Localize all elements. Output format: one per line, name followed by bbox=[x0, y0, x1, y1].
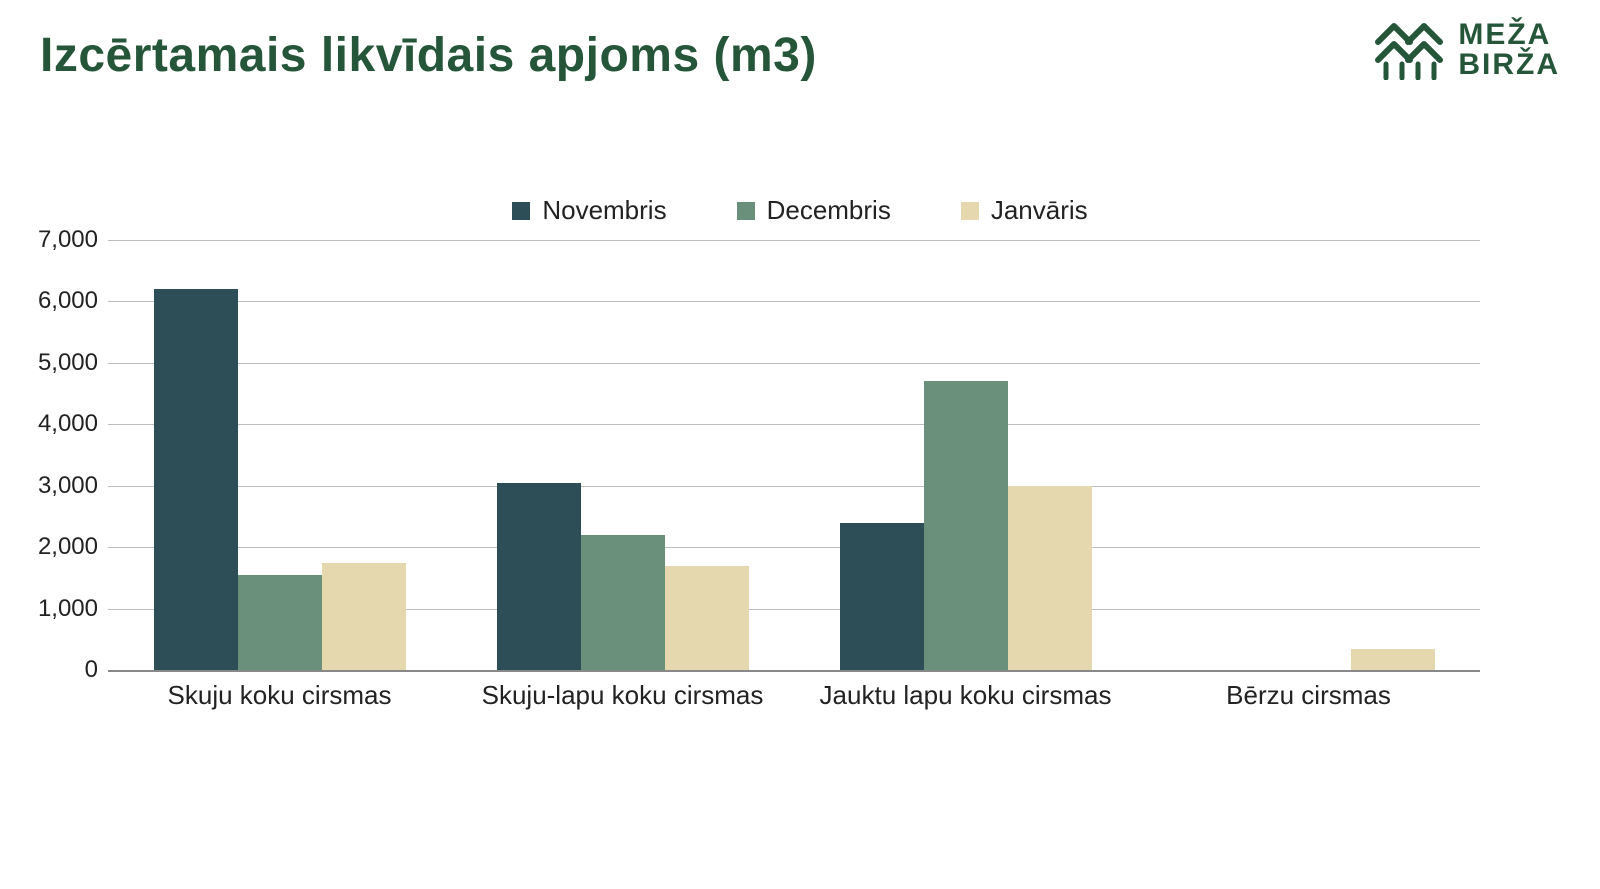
y-tick-label: 4,000 bbox=[38, 410, 98, 438]
logo: MEŽA BIRŽA bbox=[1374, 20, 1560, 80]
legend: Novembris Decembris Janvāris bbox=[0, 195, 1600, 226]
legend-swatch bbox=[961, 202, 979, 220]
logo-line2: BIRŽA bbox=[1458, 50, 1560, 80]
legend-item: Decembris bbox=[737, 195, 891, 226]
y-tick-label: 3,000 bbox=[38, 472, 98, 500]
bar bbox=[840, 523, 924, 670]
bar bbox=[497, 483, 581, 670]
gridline bbox=[108, 240, 1480, 241]
y-tick-label: 0 bbox=[85, 656, 98, 684]
bar-group: Jauktu lapu koku cirsmas bbox=[794, 381, 1137, 670]
bar bbox=[665, 566, 749, 670]
bar bbox=[154, 289, 238, 670]
legend-label: Decembris bbox=[767, 195, 891, 226]
x-tick-label: Skuju koku cirsmas bbox=[168, 680, 392, 711]
bar bbox=[322, 563, 406, 671]
plot-area: 01,0002,0003,0004,0005,0006,0007,000Skuj… bbox=[108, 240, 1480, 672]
bar-group: Skuju-lapu koku cirsmas bbox=[451, 483, 794, 670]
legend-swatch bbox=[512, 202, 530, 220]
bar bbox=[1351, 649, 1435, 671]
page-title: Izcērtamais likvīdais apjoms (m3) bbox=[40, 28, 817, 83]
x-tick-label: Jauktu lapu koku cirsmas bbox=[820, 680, 1112, 711]
page: Izcērtamais likvīdais apjoms (m3) MEŽA B… bbox=[0, 0, 1600, 889]
legend-item: Novembris bbox=[512, 195, 666, 226]
y-tick-label: 2,000 bbox=[38, 533, 98, 561]
bar-group: Skuju koku cirsmas bbox=[108, 289, 451, 670]
bar bbox=[581, 535, 665, 670]
y-tick-label: 7,000 bbox=[38, 226, 98, 254]
legend-label: Janvāris bbox=[991, 195, 1088, 226]
legend-swatch bbox=[737, 202, 755, 220]
chart: 01,0002,0003,0004,0005,0006,0007,000Skuj… bbox=[30, 240, 1480, 710]
y-tick-label: 5,000 bbox=[38, 349, 98, 377]
bar bbox=[924, 381, 1008, 670]
logo-text: MEŽA BIRŽA bbox=[1458, 20, 1560, 80]
x-tick-label: Bērzu cirsmas bbox=[1226, 680, 1391, 711]
bar bbox=[238, 575, 322, 670]
logo-line1: MEŽA bbox=[1458, 20, 1560, 50]
logo-icon bbox=[1374, 20, 1444, 80]
y-tick-label: 6,000 bbox=[38, 287, 98, 315]
bar-group: Bērzu cirsmas bbox=[1137, 649, 1480, 671]
bar bbox=[1008, 486, 1092, 670]
y-tick-label: 1,000 bbox=[38, 595, 98, 623]
legend-item: Janvāris bbox=[961, 195, 1088, 226]
legend-label: Novembris bbox=[542, 195, 666, 226]
x-tick-label: Skuju-lapu koku cirsmas bbox=[482, 680, 764, 711]
